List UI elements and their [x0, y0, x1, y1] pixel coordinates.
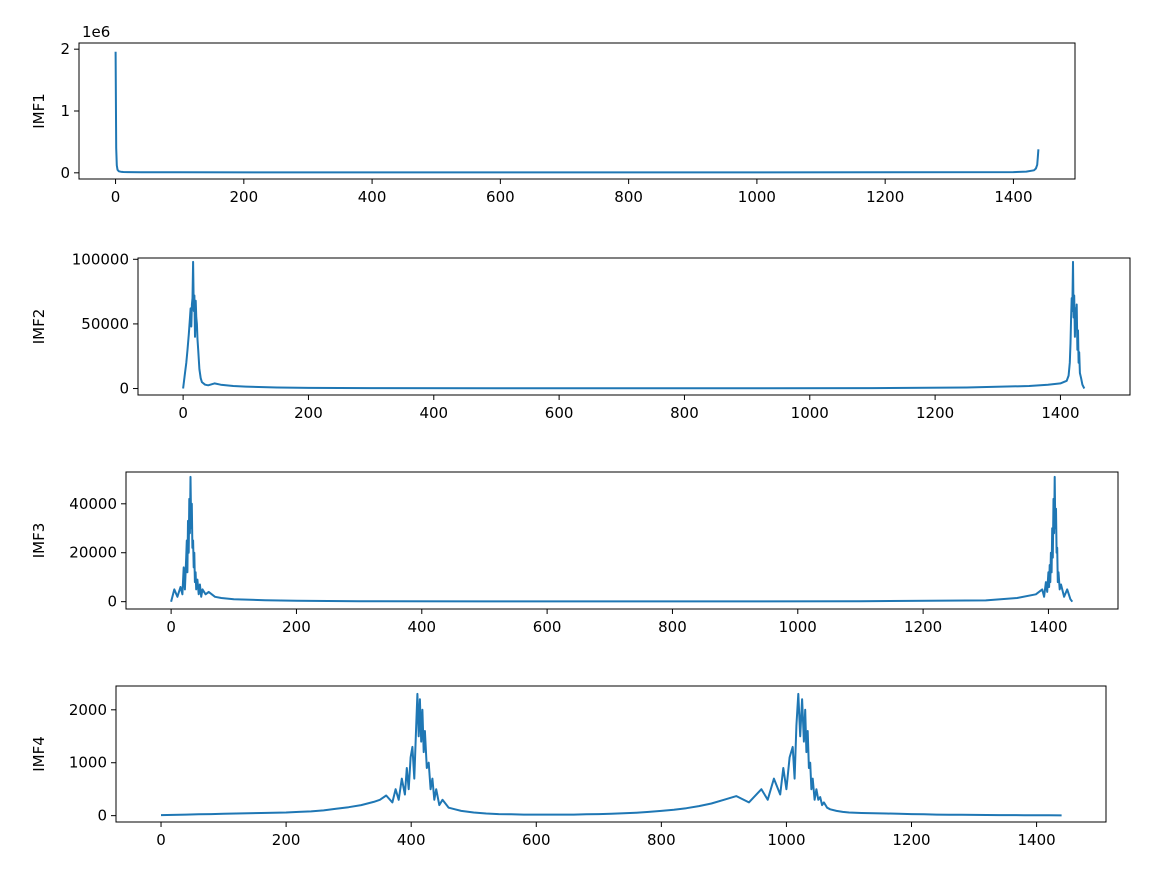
- y-tick-label: 0: [97, 807, 107, 825]
- x-tick-label: 1400: [1017, 831, 1055, 849]
- series-line: [160, 692, 1062, 817]
- y-axis-label: IMF4: [30, 736, 48, 772]
- x-tick-label: 800: [614, 188, 643, 206]
- subplot-imf3: 0 200 400 600 800 1000 1200 1400 0 20000 40000 IMF3: [30, 471, 1119, 636]
- y-tick-label: 40000: [69, 495, 117, 513]
- x-tick-label: 400: [358, 188, 387, 206]
- series-line: [114, 51, 1040, 174]
- x-tick-label: 0: [178, 404, 188, 422]
- x-tick-label: 1000: [791, 404, 829, 422]
- axes-frame: [115, 685, 1107, 823]
- x-tick-label: 400: [407, 618, 436, 636]
- y-axis-label: IMF1: [30, 93, 48, 129]
- series-line: [170, 475, 1074, 603]
- y-tick-label: 1: [60, 102, 70, 120]
- y-tick-label: 0: [107, 593, 117, 611]
- y-tick-label: 20000: [69, 544, 117, 562]
- x-tick-label: 1200: [892, 831, 930, 849]
- x-tick-label: 1200: [866, 188, 904, 206]
- y-offset-label: 1e6: [82, 23, 110, 41]
- x-tick-label: 0: [111, 188, 121, 206]
- y-axis-label: IMF3: [30, 523, 48, 559]
- x-tick-label: 200: [294, 404, 323, 422]
- x-tick-label: 1000: [738, 188, 776, 206]
- series-line: [182, 260, 1086, 390]
- x-tick-label: 1200: [916, 404, 954, 422]
- x-tick-label: 1000: [779, 618, 817, 636]
- x-tick-label: 1400: [994, 188, 1032, 206]
- x-tick-label: 200: [272, 831, 301, 849]
- axes-frame: [125, 471, 1119, 610]
- y-tick-label: 100000: [72, 250, 129, 268]
- x-tick-label: 800: [647, 831, 676, 849]
- y-tick-label: 1000: [69, 754, 107, 772]
- x-tick-label: 800: [670, 404, 699, 422]
- y-tick-label: 0: [119, 380, 129, 398]
- x-tick-label: 400: [397, 831, 426, 849]
- y-tick-label: 2: [60, 40, 70, 58]
- x-tick-label: 600: [522, 831, 551, 849]
- y-tick-label: 0: [60, 164, 70, 182]
- x-tick-label: 600: [545, 404, 574, 422]
- y-axis-label: IMF2: [30, 309, 48, 345]
- x-tick-label: 0: [156, 831, 166, 849]
- y-tick-label: 2000: [69, 701, 107, 719]
- x-tick-label: 400: [419, 404, 448, 422]
- x-tick-label: 1400: [1041, 404, 1079, 422]
- axes-frame: [137, 257, 1131, 396]
- x-tick-label: 0: [166, 618, 176, 636]
- x-tick-label: 1200: [904, 618, 942, 636]
- x-tick-label: 200: [282, 618, 311, 636]
- x-tick-label: 200: [230, 188, 259, 206]
- x-tick-label: 1000: [767, 831, 805, 849]
- x-tick-label: 800: [658, 618, 687, 636]
- subplot-imf4: 0 200 400 600 800 1000 1200 1400 0 1000 2000 IMF4: [30, 685, 1107, 849]
- x-tick-label: 600: [533, 618, 562, 636]
- subplot-imf2: 0 200 400 600 800 1000 1200 1400 0 50000 100000 IMF…: [30, 250, 1131, 422]
- x-tick-label: 1400: [1029, 618, 1067, 636]
- subplot-imf1: 0 200 400 600 800 1000 1200 1400 0 1 2 1e6 IMF1: [30, 23, 1076, 206]
- y-tick-label: 50000: [81, 315, 129, 333]
- x-tick-label: 600: [486, 188, 515, 206]
